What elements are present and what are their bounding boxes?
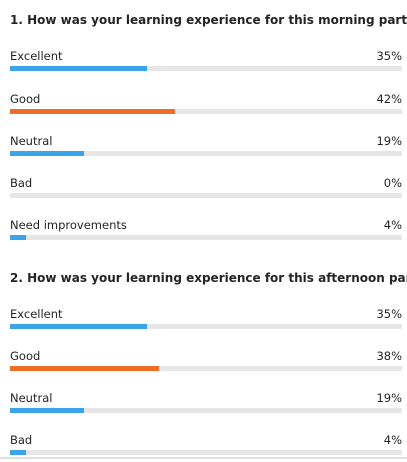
option-label: Good [10, 92, 41, 106]
option-neutral: Neutral 19% [10, 390, 402, 420]
question-title: 1. How was your learning experience for … [10, 13, 407, 27]
option-label: Need improvements [10, 218, 127, 232]
result-bar-track [10, 193, 402, 198]
panel-bottom-divider [0, 457, 407, 459]
option-percent: 38% [376, 349, 402, 363]
option-label: Neutral [10, 391, 53, 405]
result-bar-fill [10, 151, 85, 156]
option-percent: 19% [376, 391, 402, 405]
option-percent: 35% [376, 307, 402, 321]
question-2: 2. How was your learning experience for … [10, 270, 407, 462]
option-label: Neutral [10, 134, 53, 148]
result-bar-track [10, 324, 402, 329]
option-percent: 4% [383, 433, 402, 447]
result-bar-fill [10, 235, 26, 240]
result-bar-track [10, 66, 402, 71]
option-good: Good 42% [10, 91, 402, 121]
result-bar-fill [10, 366, 159, 371]
option-label: Bad [10, 433, 33, 447]
option-percent: 19% [376, 134, 402, 148]
result-bar-fill [10, 66, 148, 71]
result-bar-fill [10, 408, 85, 413]
question-title: 2. How was your learning experience for … [10, 271, 407, 285]
option-percent: 4% [383, 218, 402, 232]
result-bar-track [10, 450, 402, 455]
option-excellent: Excellent 35% [10, 306, 402, 336]
option-label: Excellent [10, 307, 63, 321]
option-label: Good [10, 349, 41, 363]
option-neutral: Neutral 19% [10, 133, 402, 163]
option-need-improvements: Need improvements 4% [10, 217, 402, 247]
option-bad: Bad 4% [10, 432, 402, 462]
result-bar-track [10, 366, 402, 371]
result-bar-track [10, 109, 402, 114]
option-label: Bad [10, 176, 33, 190]
result-bar-track [10, 235, 402, 240]
option-percent: 35% [376, 49, 402, 63]
result-bar-track [10, 408, 402, 413]
option-good: Good 38% [10, 348, 402, 378]
result-bar-fill [10, 324, 148, 329]
result-bar-fill [10, 109, 175, 114]
option-excellent: Excellent 35% [10, 48, 402, 78]
option-bad: Bad 0% [10, 175, 402, 205]
result-bar-fill [10, 450, 26, 455]
option-percent: 0% [383, 176, 402, 190]
question-1: 1. How was your learning experience for … [10, 12, 407, 247]
result-bar-track [10, 151, 402, 156]
option-label: Excellent [10, 49, 63, 63]
option-percent: 42% [376, 92, 402, 106]
